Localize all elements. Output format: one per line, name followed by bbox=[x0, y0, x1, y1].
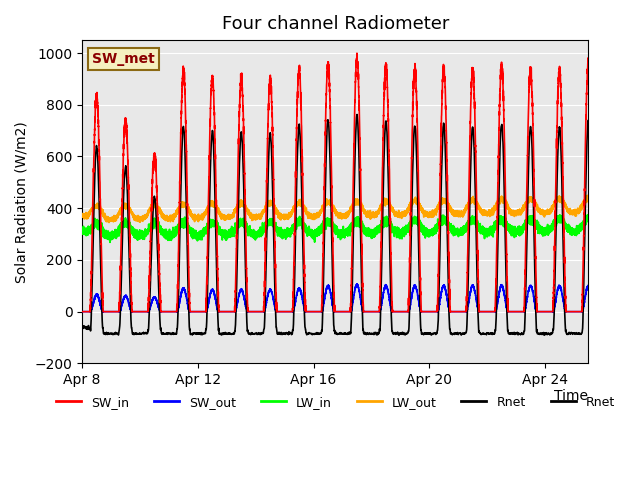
SW_out bbox=[104, 309, 111, 314]
LW_out bbox=[262, 205, 269, 211]
LW_in bbox=[262, 224, 269, 229]
Text: SW_met: SW_met bbox=[92, 52, 155, 66]
LW_out bbox=[104, 214, 111, 219]
LW_out bbox=[105, 219, 113, 225]
SW_in bbox=[353, 50, 361, 56]
LW_in bbox=[78, 227, 86, 232]
Rnet bbox=[78, 324, 86, 330]
LW_out bbox=[400, 211, 408, 216]
LW_out bbox=[454, 212, 461, 217]
LW_in bbox=[104, 230, 111, 236]
Rnet bbox=[481, 331, 488, 337]
SW_out bbox=[78, 309, 86, 314]
Line: LW_in: LW_in bbox=[82, 215, 588, 242]
SW_out bbox=[481, 309, 488, 314]
LW_out bbox=[481, 211, 488, 217]
Line: SW_in: SW_in bbox=[82, 53, 588, 312]
SW_out bbox=[400, 309, 408, 314]
LW_out bbox=[78, 214, 86, 220]
SW_in bbox=[400, 309, 408, 314]
SW_in bbox=[262, 248, 269, 253]
LW_out bbox=[584, 194, 592, 200]
LW_out bbox=[378, 203, 385, 208]
SW_out bbox=[353, 281, 361, 287]
SW_in bbox=[104, 309, 111, 314]
Line: SW_out: SW_out bbox=[82, 284, 588, 312]
Y-axis label: Solar Radiation (W/m2): Solar Radiation (W/m2) bbox=[15, 121, 29, 283]
Rnet bbox=[262, 288, 269, 294]
LW_in bbox=[584, 215, 592, 220]
SW_out bbox=[454, 309, 461, 314]
Rnet bbox=[104, 330, 111, 336]
Rnet bbox=[584, 117, 592, 123]
LW_out bbox=[584, 192, 592, 198]
Rnet bbox=[454, 330, 461, 336]
SW_in bbox=[378, 204, 385, 210]
Rnet bbox=[378, 257, 385, 263]
Title: Four channel Radiometer: Four channel Radiometer bbox=[221, 15, 449, 33]
Rnet bbox=[400, 330, 408, 336]
SW_out bbox=[584, 283, 592, 288]
SW_out bbox=[262, 305, 269, 311]
SW_out bbox=[378, 300, 385, 306]
X-axis label: Time: Time bbox=[554, 389, 588, 403]
LW_in bbox=[378, 219, 385, 225]
SW_in bbox=[78, 309, 86, 314]
Line: Rnet: Rnet bbox=[82, 115, 588, 335]
LW_in bbox=[481, 236, 488, 241]
LW_in bbox=[454, 225, 461, 231]
Legend: SW_in, SW_out, LW_in, LW_out, Rnet, Rnet: SW_in, SW_out, LW_in, LW_out, Rnet, Rnet bbox=[51, 391, 620, 414]
Rnet bbox=[540, 332, 548, 338]
SW_in bbox=[481, 309, 488, 314]
LW_in bbox=[584, 212, 591, 218]
SW_in bbox=[584, 55, 592, 61]
Line: LW_out: LW_out bbox=[82, 195, 588, 222]
Rnet bbox=[353, 112, 361, 118]
LW_in bbox=[106, 240, 114, 245]
SW_in bbox=[454, 309, 461, 314]
LW_in bbox=[400, 229, 408, 235]
